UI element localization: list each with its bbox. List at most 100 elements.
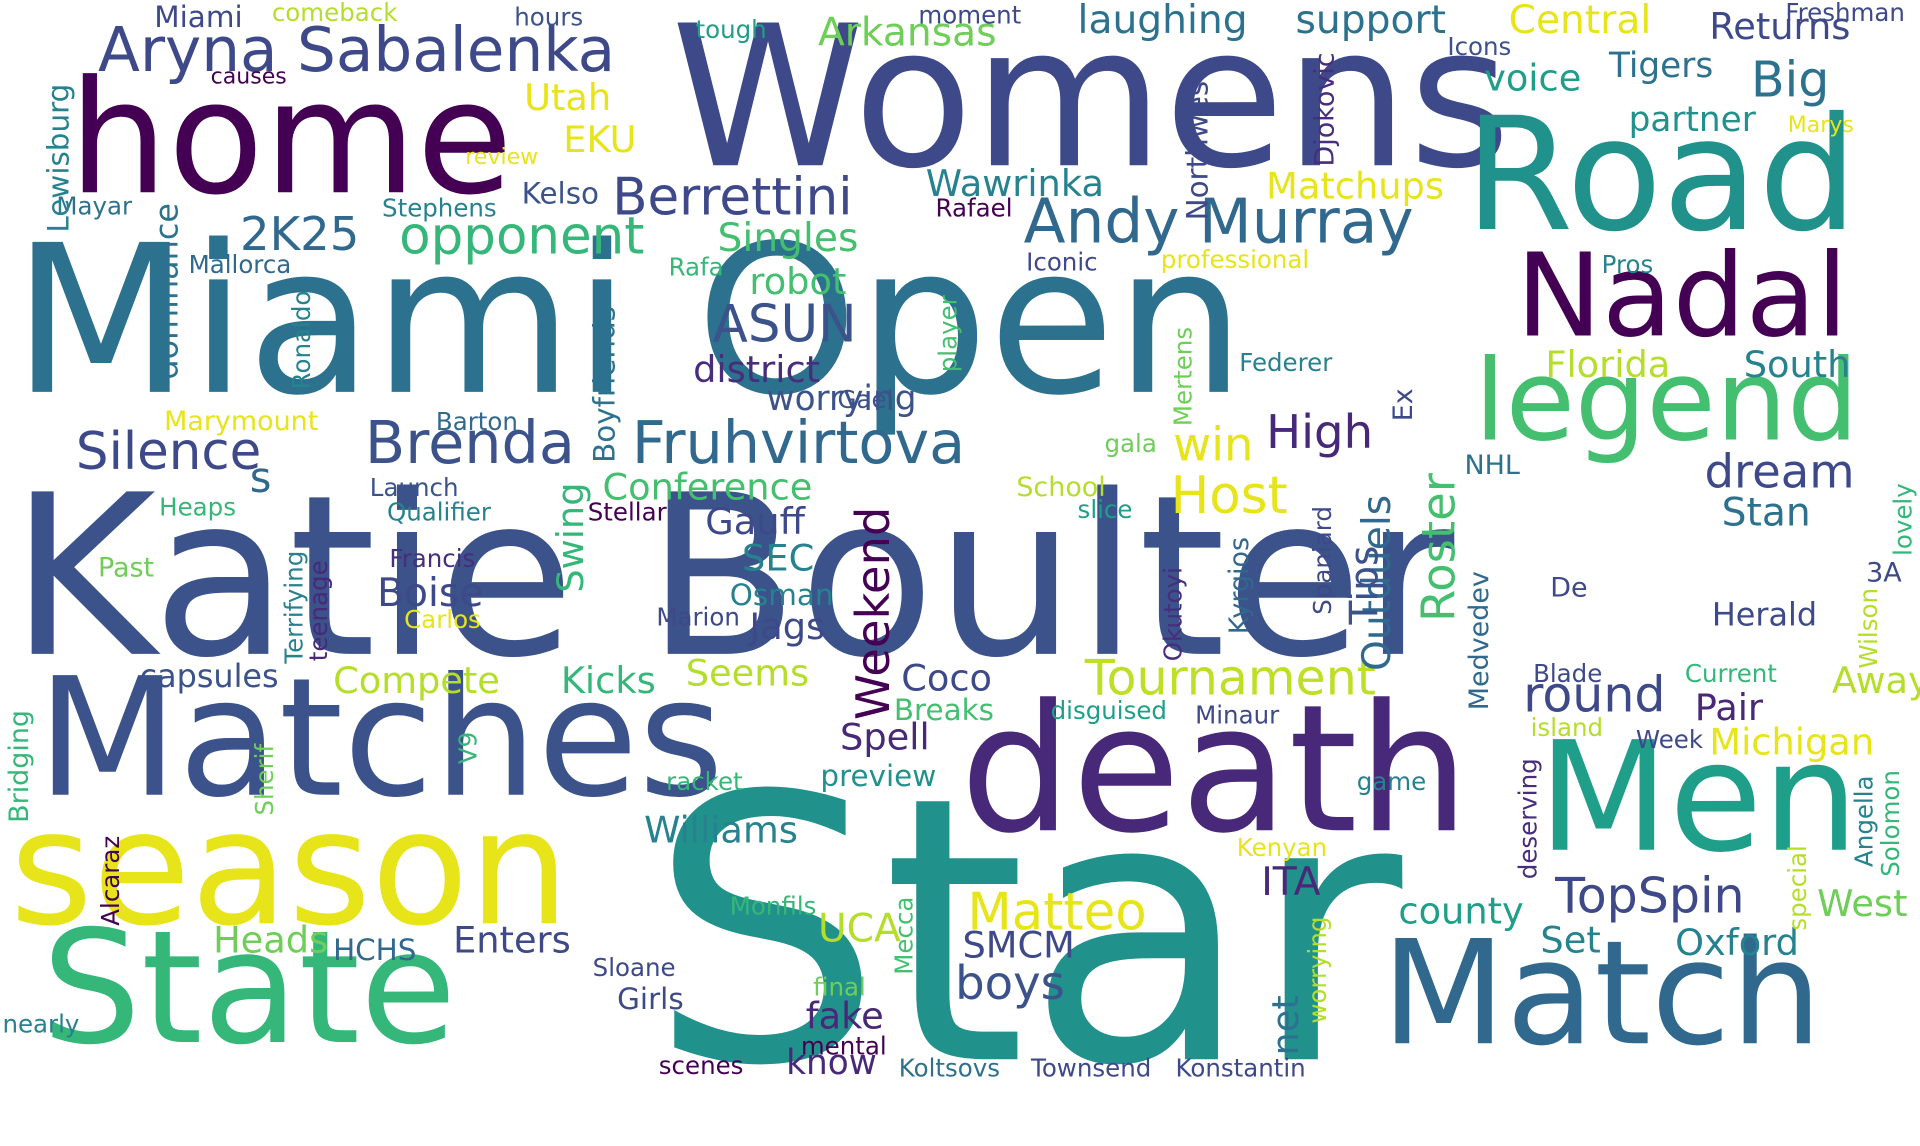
word-williams: Williams	[644, 809, 798, 853]
word-aryna-sabalenka: Aryna Sabalenka	[97, 14, 616, 86]
word-minaur: Minaur	[1195, 700, 1280, 730]
word-koltsovs: Koltsovs	[898, 1053, 1001, 1083]
word-ronaldo: Ronaldo	[286, 290, 316, 390]
word-katie-boulter: Katie Boulter	[9, 446, 1455, 707]
word-coco: Coco	[901, 657, 993, 701]
word-south: South	[1743, 344, 1851, 387]
word-s: s	[249, 454, 272, 504]
word-state: State	[41, 897, 457, 1081]
word-wt: worrying	[766, 378, 917, 419]
word-player: player	[933, 295, 963, 373]
word-voice: voice	[1484, 57, 1582, 101]
word-okutoyi: Okutoyi	[1158, 567, 1188, 662]
word-dominance: dominance	[149, 203, 187, 380]
word-blade: Blade	[1533, 658, 1603, 689]
word-season: season	[9, 775, 570, 962]
word-fruhvirtova: Fruhvirtova	[631, 408, 966, 478]
word-launch: Launch	[369, 472, 459, 503]
word-worrying: worrying	[1302, 916, 1333, 1024]
word-host: Host	[1170, 465, 1288, 526]
word-big: Big	[1751, 52, 1830, 109]
word-cloud: Katie Boulter Star Miami Open Womens hom…	[2, 0, 1920, 1117]
word-osman: Osman	[729, 577, 834, 613]
word-matches: Matches	[36, 642, 724, 834]
word-kyrgios: Kyrgios	[1224, 536, 1256, 635]
word-miami-open: Miami Open	[12, 200, 1246, 441]
word-scenes: scenes	[658, 1050, 744, 1081]
word-ex: Ex	[1388, 388, 1420, 422]
word-wilson: Wilson	[1853, 588, 1884, 669]
word-high: High	[1266, 405, 1374, 460]
word-oxford: Oxford	[1675, 922, 1799, 965]
word-week: Week	[1635, 724, 1704, 755]
word-monfils: Monfils	[729, 891, 817, 921]
word-northwest: Northwest	[1180, 69, 1215, 221]
word-lovely: lovely	[1888, 483, 1918, 556]
word-michigan: Michigan	[1709, 721, 1875, 765]
word-miami: Miami	[154, 0, 243, 35]
word-boyfriends: Boyfriends	[587, 306, 623, 463]
word-opponent: opponent	[399, 205, 645, 266]
word-special: special	[1782, 845, 1813, 931]
word-marymount: Marymount	[164, 406, 319, 438]
word-causes: causes	[210, 63, 287, 90]
word-wawrinka: Wawrinka	[925, 162, 1104, 206]
word-matteo: Matteo	[967, 881, 1147, 942]
word-ita: ITA	[1261, 858, 1321, 905]
word-pair: Pair	[1694, 686, 1764, 730]
word-carlos: Carlos	[404, 604, 481, 635]
word-silence: Silence	[75, 421, 262, 482]
word-tigers: Tigers	[1608, 45, 1714, 86]
word-sloane: Sloane	[592, 952, 676, 983]
word-matchups: Matchups	[1266, 165, 1444, 209]
word-herald: Herald	[1711, 597, 1818, 635]
word-set: Set	[1540, 919, 1601, 963]
word-florida: Florida	[1545, 344, 1671, 387]
word-pros: Pros	[1601, 249, 1654, 280]
word-home: home	[68, 47, 513, 231]
word-partner: partner	[1628, 99, 1756, 140]
word-preview: preview	[820, 759, 937, 794]
word-mental: mental	[800, 1031, 887, 1061]
word-breaks: Breaks	[893, 693, 994, 728]
word-marys: Marys	[1787, 112, 1854, 139]
word-eku: EKU	[563, 118, 637, 162]
word-kelso: Kelso	[521, 176, 599, 211]
word-slice: slice	[1077, 494, 1133, 525]
word-boise: Boise	[377, 569, 484, 616]
word-gala: gala	[1104, 428, 1157, 458]
word-legend: legend	[1474, 335, 1859, 467]
word-rafa: Rafa	[668, 252, 724, 282]
word-federer: Federer	[1239, 347, 1333, 378]
word-konstantin: Konstantin	[1175, 1053, 1306, 1083]
word-gael: Gael	[837, 384, 894, 414]
word-angella: Angella	[1848, 775, 1879, 867]
word-jags: Jags	[749, 606, 826, 649]
word-de: De	[1550, 573, 1588, 604]
word-sherif: Sherif	[249, 743, 280, 816]
word-professional: professional	[1160, 244, 1310, 275]
word-icons: Icons	[1447, 31, 1512, 62]
word-medvedev: Medvedev	[1464, 571, 1496, 711]
word-round: round	[1523, 667, 1666, 724]
word-girls: Girls	[617, 982, 684, 1017]
word-hours: hours	[514, 2, 584, 32]
word-rafael: Rafael	[935, 193, 1013, 223]
word-game: game	[1356, 766, 1427, 796]
word-road: Road	[1464, 84, 1858, 267]
word-mecca: Mecca	[888, 896, 919, 975]
word-star: Star	[648, 718, 1403, 1146]
word-terrifying: Terrifying	[279, 550, 309, 664]
word-support: support	[1295, 0, 1446, 43]
word-stellar: Stellar	[587, 497, 667, 527]
word-boys: boys	[955, 956, 1065, 1011]
word-gauff: Gauff	[705, 500, 805, 544]
word-seems: Seems	[685, 652, 810, 696]
word-spaniard: Spaniard	[1307, 506, 1338, 615]
word-racket: racket	[666, 766, 743, 796]
word-teenage: teenage	[303, 560, 334, 662]
word-match: Match	[1381, 908, 1823, 1078]
word-singles: Singles	[717, 214, 859, 261]
word-moment: moment	[918, 0, 1022, 30]
word-hchs: HCHS	[333, 933, 417, 968]
